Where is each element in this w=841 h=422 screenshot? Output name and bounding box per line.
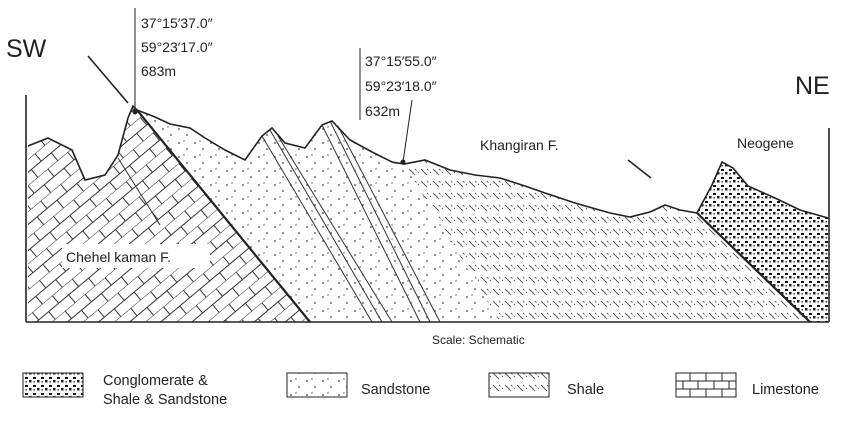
legend: Conglomerate & Shale & Sandstone Sandsto… — [22, 372, 819, 408]
direction-ne-label: NE — [795, 72, 830, 100]
legend-swatch-shale — [488, 372, 550, 398]
formation-contacts — [136, 109, 811, 323]
neogene-conglomerate-unit — [697, 162, 828, 322]
point-1-longitude: 59°23′17.0″ — [141, 39, 213, 55]
sample-point-2: 37°15′55.0″ 59°23′18.0″ 632m — [359, 48, 437, 165]
point-2-elevation: 632m — [365, 103, 400, 119]
interbed-lines — [117, 120, 441, 323]
scale-caption: Scale: Schematic — [432, 333, 525, 347]
point-1-elevation: 683m — [141, 63, 176, 79]
legend-label-limestone: Limestone — [752, 382, 819, 398]
legend-item-conglomerate: Conglomerate & Shale & Sandstone — [22, 372, 227, 408]
legend-label-conglomerate-2: Shale & Sandstone — [103, 392, 227, 408]
sample-point-1: 37°15′37.0″ 59°23′17.0″ 683m — [132, 8, 213, 115]
ne-dip-tick — [627, 159, 652, 179]
direction-sw-label: SW — [6, 35, 47, 63]
sandstone-unit — [137, 110, 500, 322]
legend-item-sandstone: Sandstone — [286, 372, 430, 398]
legend-swatch-sandstone — [286, 372, 348, 398]
point-2-latitude: 37°15′55.0″ — [365, 53, 437, 69]
legend-label-shale: Shale — [567, 382, 604, 398]
khangiran-shale-unit — [404, 160, 810, 322]
neogene-label: Neogene — [737, 135, 794, 151]
legend-item-shale: Shale — [488, 372, 604, 398]
point-2-longitude: 59°23′18.0″ — [365, 78, 437, 94]
sw-dip-arrow — [87, 55, 129, 104]
legend-label-sandstone: Sandstone — [361, 382, 430, 398]
topography-line — [27, 104, 829, 219]
legend-swatch-conglomerate — [22, 372, 84, 398]
point-1-latitude: 37°15′37.0″ — [141, 15, 213, 31]
legend-label-conglomerate-1: Conglomerate & — [103, 373, 208, 389]
legend-item-limestone: Limestone — [675, 372, 819, 398]
khangiran-label: Khangiran F. — [480, 137, 559, 153]
chehel-kaman-label: Chehel kaman F. — [66, 249, 171, 265]
